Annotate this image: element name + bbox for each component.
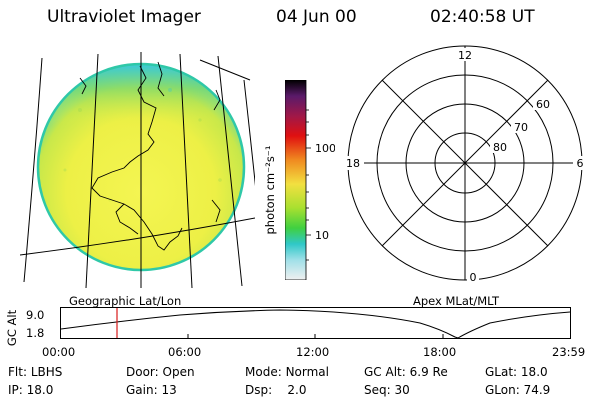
info-door: Door: Open bbox=[126, 365, 195, 379]
mlt-label-6: 6 bbox=[577, 157, 584, 170]
time-label: 02:40:58 UT bbox=[430, 7, 535, 27]
colorbar-tick-10: 10 bbox=[315, 229, 329, 242]
mlt-label-12: 12 bbox=[458, 49, 472, 62]
info-dsp: Dsp: 2.0 bbox=[245, 383, 307, 397]
timeline-tick-1800: 18:00 bbox=[423, 345, 457, 359]
info-filter: Flt: LBHS bbox=[8, 365, 63, 379]
timeline-tick-2359: 23:59 bbox=[552, 345, 586, 359]
instrument-title: Ultraviolet Imager bbox=[47, 7, 201, 27]
info-ip: IP: 18.0 bbox=[8, 383, 54, 397]
timeline-x-ticks bbox=[60, 334, 571, 338]
altitude-axis-label: GC Alt bbox=[5, 309, 19, 347]
speckle-texture bbox=[63, 88, 222, 202]
mlat-label-70: 70 bbox=[514, 121, 528, 134]
polar-grid bbox=[347, 45, 583, 281]
altitude-timeline-plot bbox=[60, 307, 571, 339]
coastlines bbox=[79, 61, 221, 251]
apex-grid-label: Apex MLat/MLT bbox=[413, 294, 500, 308]
date-label: 04 Jun 00 bbox=[276, 7, 357, 27]
altitude-tick-high: 9.0 bbox=[26, 308, 45, 322]
info-mode: Mode: Normal bbox=[245, 365, 329, 379]
info-gc-alt: GC Alt: 6.9 Re bbox=[364, 365, 448, 379]
geographic-grid-label: Geographic Lat/Lon bbox=[69, 294, 182, 308]
info-gain: Gain: 13 bbox=[126, 383, 177, 397]
colorbar-gradient bbox=[285, 80, 307, 280]
timeline-tick-0600: 06:00 bbox=[168, 345, 202, 359]
info-glat: GLat: 18.0 bbox=[485, 365, 548, 379]
mlt-label-18: 18 bbox=[346, 157, 360, 170]
timeline-tick-0000: 00:00 bbox=[42, 345, 76, 359]
mlt-label-0: 0 bbox=[470, 271, 477, 284]
geographic-parallels bbox=[20, 59, 255, 256]
timeline-tick-1200: 12:00 bbox=[296, 345, 330, 359]
timeline-frame bbox=[60, 307, 571, 339]
info-glon: GLon: 74.9 bbox=[485, 383, 551, 397]
altitude-curve bbox=[60, 309, 571, 339]
apex-polar-dial: 12 18 6 0 60 70 80 bbox=[342, 45, 585, 284]
colorbar-axis-title-container: photon cm⁻²s⁻¹ bbox=[263, 110, 277, 270]
colorbar-ticks bbox=[306, 109, 311, 261]
geographic-meridians bbox=[23, 51, 255, 289]
colorbar: 100 10 bbox=[285, 80, 335, 280]
uv-earth-image bbox=[20, 51, 255, 289]
info-seq: Seq: 30 bbox=[364, 383, 410, 397]
mlat-label-60: 60 bbox=[536, 98, 550, 111]
mlat-label-80: 80 bbox=[493, 141, 507, 154]
altitude-tick-low: 1.8 bbox=[26, 326, 45, 340]
colorbar-tick-100: 100 bbox=[315, 142, 335, 155]
colorbar-unit-label: photon cm⁻²s⁻¹ bbox=[263, 145, 277, 235]
